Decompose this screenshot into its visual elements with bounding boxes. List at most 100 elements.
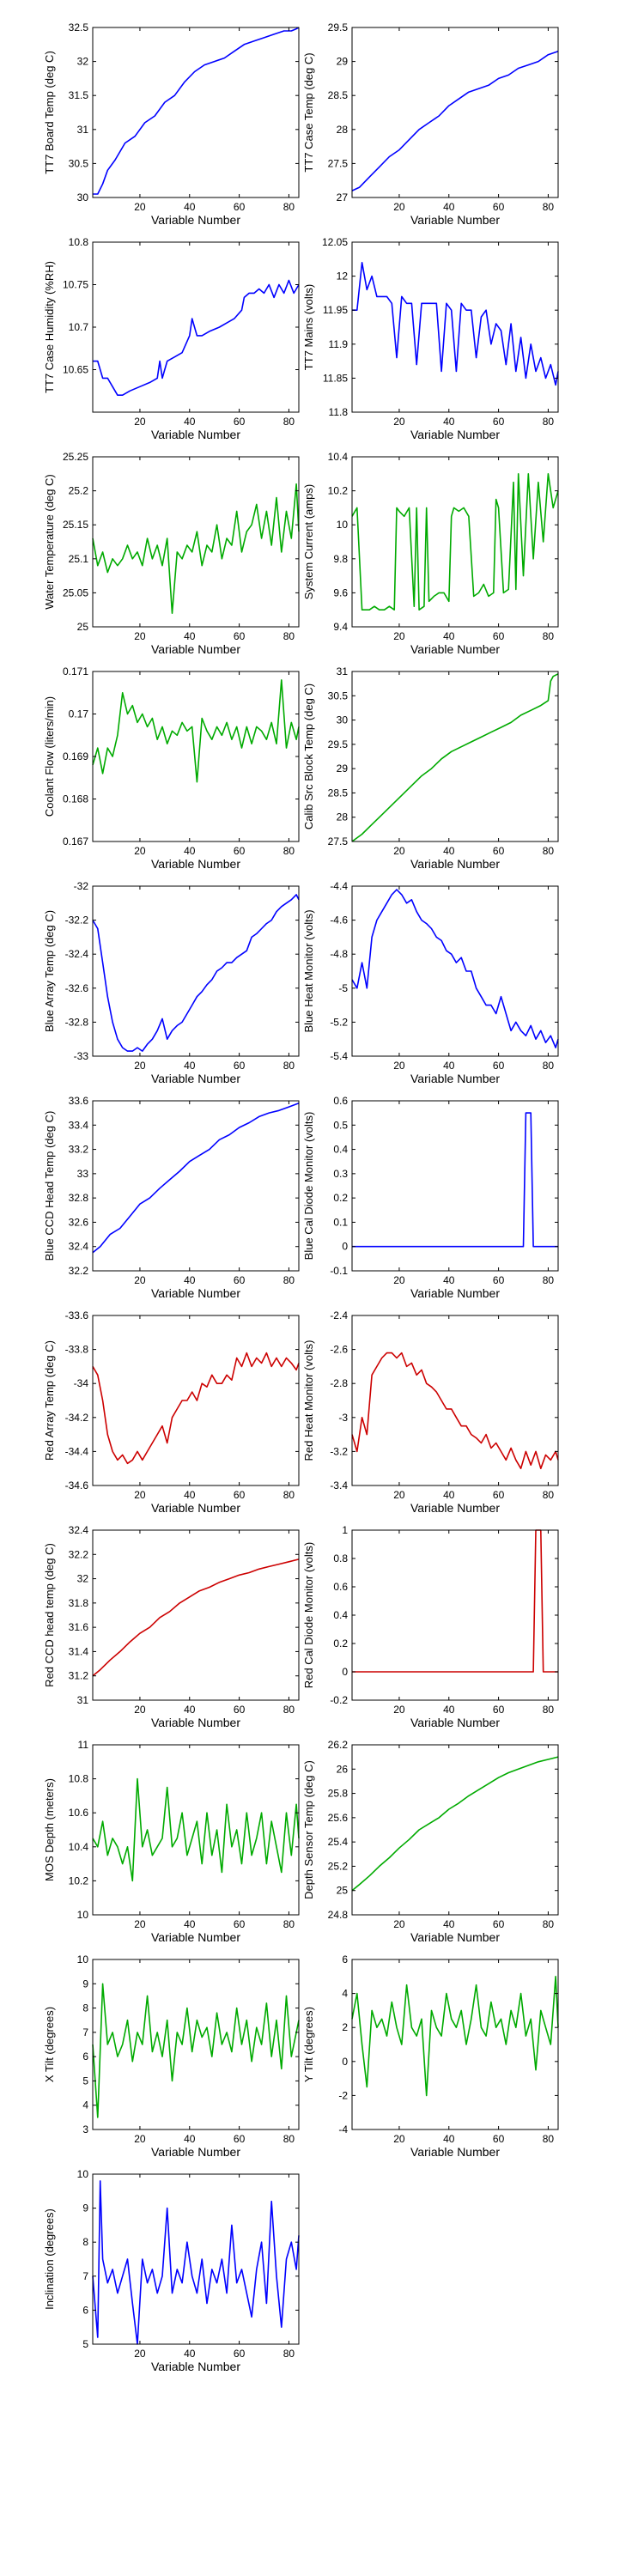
y-tick-label: 30 [77,191,89,204]
y-tick-label: 12 [337,270,349,283]
plot-frame [351,241,559,413]
y-tick-label: -4.4 [330,880,348,892]
x-tick-label: 60 [234,416,246,428]
y-tick-label: 31.4 [69,1645,89,1657]
x-tick-label: 80 [283,416,295,428]
series-line [351,50,559,191]
y-tick-label: 28 [337,811,349,823]
y-tick-label: 6 [342,1953,348,1965]
y-tick-label: 11.9 [329,338,349,350]
y-tick-label: 0 [342,2056,348,2068]
series-line [352,1529,558,1673]
y-tick-label: 0.6 [333,1095,348,1107]
y-tick-label: 10.65 [63,364,88,376]
y-axis-label: MOS Depth (meters) [43,1778,56,1881]
plot-frame [92,1529,300,1701]
y-tick-label: 32 [77,56,89,68]
y-tick-label: 7 [82,2026,88,2038]
y-tick-label: 30.5 [69,157,89,169]
y-tick-label: 4 [82,2099,88,2111]
x-tick-label: 60 [234,201,246,213]
x-axis-label: Variable Number [410,428,500,441]
chart-panel-20: -4 -2 0 2 4 6 20 40 60 80 Variable Number Y Tilt (d… [302,1953,559,2159]
y-tick-label: -32.4 [65,948,89,960]
y-tick-label: -32.8 [65,1016,89,1028]
plot-frame [92,1744,300,1916]
y-tick-label: 25.15 [63,519,88,531]
chart-panel-10: -5.4 -5.2 -5 -4.8 -4.6 -4.4 20 40 60 80 Variable N… [302,880,559,1085]
plot-frame [92,241,300,413]
chart-panel-12: -0.1 0 0.1 0.2 0.3 0.4 0.5 0.6 20 40 60 80 Variable … [302,1095,559,1300]
x-tick-label: 40 [443,630,455,642]
x-tick-label: 80 [283,1918,295,1930]
y-tick-label: 11.95 [323,304,348,316]
chart-panel-4: 11.8 11.85 11.9 11.95 12 12.05 20 40 60 80 Variabl… [302,236,559,441]
chart-panel-11: 32.2 32.4 32.6 32.8 33 33.2 33.4 33.6 20 40 60 80 Va… [43,1095,300,1300]
x-tick-label: 80 [543,416,555,428]
x-tick-label: 40 [443,1274,455,1286]
y-tick-label: -3.2 [330,1445,348,1457]
y-tick-label: -2 [338,2089,348,2101]
y-tick-label: 9 [82,1978,88,1990]
x-axis-label: Variable Number [151,1286,240,1300]
x-tick-label: 20 [393,1489,405,1501]
y-axis-label: Red Cal Diode Monitor (volts) [302,1542,315,1689]
x-tick-label: 80 [543,201,555,213]
y-tick-label: 5 [82,2338,88,2350]
y-tick-label: 10.4 [328,451,349,463]
chart-panel-1: 30 30.5 31 31.5 32 32.5 20 40 60 80 Variable Numbe… [43,21,300,227]
y-axis-label: Blue CCD Head Temp (deg C) [43,1111,56,1261]
y-tick-label: 30 [337,714,349,726]
x-tick-label: 40 [443,201,455,213]
x-tick-label: 40 [184,2133,196,2145]
y-tick-label: 25.05 [63,586,88,598]
x-tick-label: 60 [234,1489,246,1501]
x-axis-label: Variable Number [410,1716,500,1729]
y-tick-label: 33.6 [69,1095,89,1107]
y-tick-label: -33 [74,1050,89,1062]
x-tick-label: 20 [393,1918,405,1930]
plot-frame [351,456,559,628]
y-tick-label: 0.5 [333,1119,348,1131]
y-axis-label: Depth Sensor Temp (deg C) [302,1760,315,1899]
y-tick-label: 0.1 [333,1216,348,1228]
y-tick-label: 29 [337,762,349,775]
x-axis-label: Variable Number [410,1501,500,1515]
y-tick-label: 33 [77,1168,89,1180]
y-tick-label: -0.2 [330,1694,348,1706]
plot-frame [351,671,559,842]
x-tick-label: 40 [184,201,196,213]
y-tick-label: -5.4 [330,1050,348,1062]
y-tick-label: 2 [342,2021,348,2033]
x-axis-label: Variable Number [410,642,500,656]
x-tick-label: 60 [234,845,246,857]
y-tick-label: 6 [82,2050,88,2063]
x-tick-label: 40 [184,1060,196,1072]
y-tick-label: -32 [74,880,89,892]
y-tick-label: 32.5 [69,21,89,33]
y-tick-label: 10 [77,1909,89,1921]
y-tick-label: 3 [82,2123,88,2136]
y-axis-label: Blue Heat Monitor (volts) [302,909,315,1032]
series-line [92,1103,300,1254]
x-tick-label: 80 [543,1060,555,1072]
y-tick-label: -33.6 [65,1309,89,1321]
y-tick-label: 31 [77,1694,89,1706]
x-tick-label: 20 [134,630,146,642]
y-tick-label: 0.2 [333,1637,348,1649]
plot-frame [351,1529,559,1701]
y-tick-label: 6 [82,2304,88,2316]
chart-panel-2: 27 27.5 28 28.5 29 29.5 20 40 60 80 Variable Numbe… [302,21,559,227]
y-tick-label: 32.6 [69,1216,89,1228]
series-line [351,1352,559,1469]
y-tick-label: 0.2 [333,1192,348,1204]
x-tick-label: 60 [234,1274,246,1286]
x-tick-label: 60 [234,2133,246,2145]
x-tick-label: 40 [184,416,196,428]
y-tick-label: 33.2 [69,1144,89,1156]
y-tick-label: 0.8 [333,1552,348,1564]
x-tick-label: 40 [443,1489,455,1501]
series-line [352,261,559,386]
y-tick-label: -34 [74,1377,89,1389]
x-tick-label: 60 [493,1060,505,1072]
